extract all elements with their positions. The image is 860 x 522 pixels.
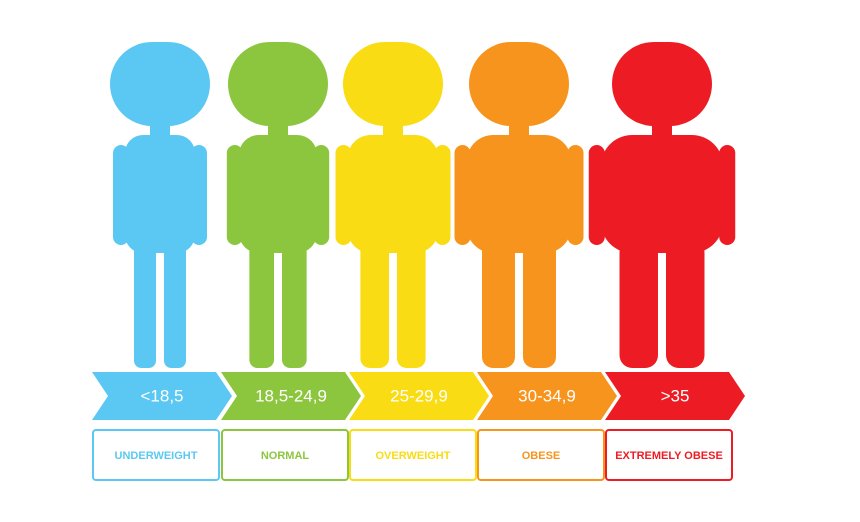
category-label: NORMAL [261, 450, 310, 462]
neck [268, 118, 288, 140]
leg [282, 240, 307, 368]
range-banner [477, 372, 617, 420]
leg [666, 240, 705, 368]
range-label: 30-34,9 [518, 386, 576, 405]
arm [567, 145, 584, 245]
leg [164, 240, 186, 368]
range-banner [349, 372, 489, 420]
torso [347, 135, 439, 253]
leg [482, 240, 515, 368]
figure [110, 42, 210, 368]
range-banner [605, 372, 745, 420]
range-label: 25-29,9 [390, 386, 448, 405]
hair [612, 42, 712, 126]
arm [191, 145, 207, 245]
range-banner [92, 372, 232, 420]
arm [588, 145, 605, 245]
category-label: OBESE [522, 450, 561, 462]
torso [600, 135, 724, 253]
arm [454, 145, 471, 245]
category-box [605, 429, 733, 481]
range-label: 18,5-24,9 [255, 386, 327, 405]
hair [343, 42, 443, 126]
category-box [477, 429, 605, 481]
range-label: >35 [661, 386, 690, 405]
neck [652, 118, 672, 140]
leg [134, 240, 156, 368]
range-label: <18,5 [140, 386, 183, 405]
range-banner [221, 372, 361, 420]
torso [125, 135, 195, 253]
category-label: UNDERWEIGHT [115, 450, 198, 462]
figure [335, 42, 451, 368]
arm [434, 145, 451, 245]
figure [226, 42, 330, 368]
leg [249, 240, 274, 368]
neck [383, 118, 403, 140]
leg [360, 240, 389, 368]
leg [619, 240, 658, 368]
hair [228, 42, 328, 126]
category-box [92, 429, 220, 481]
leg [523, 240, 556, 368]
category-label: EXTREMELY OBESE [615, 450, 723, 462]
figure [588, 42, 736, 368]
leg [397, 240, 426, 368]
neck [150, 118, 170, 140]
torso [466, 135, 572, 253]
category-box [221, 429, 349, 481]
category-box [349, 429, 477, 481]
figure [454, 42, 584, 368]
torso [238, 135, 318, 253]
neck [509, 118, 529, 140]
arm [335, 145, 352, 245]
arm [719, 145, 736, 245]
arm [313, 145, 330, 245]
arm [226, 145, 243, 245]
category-label: OVERWEIGHT [376, 450, 451, 462]
hair [469, 42, 569, 126]
arm [113, 145, 129, 245]
hair [110, 42, 210, 126]
